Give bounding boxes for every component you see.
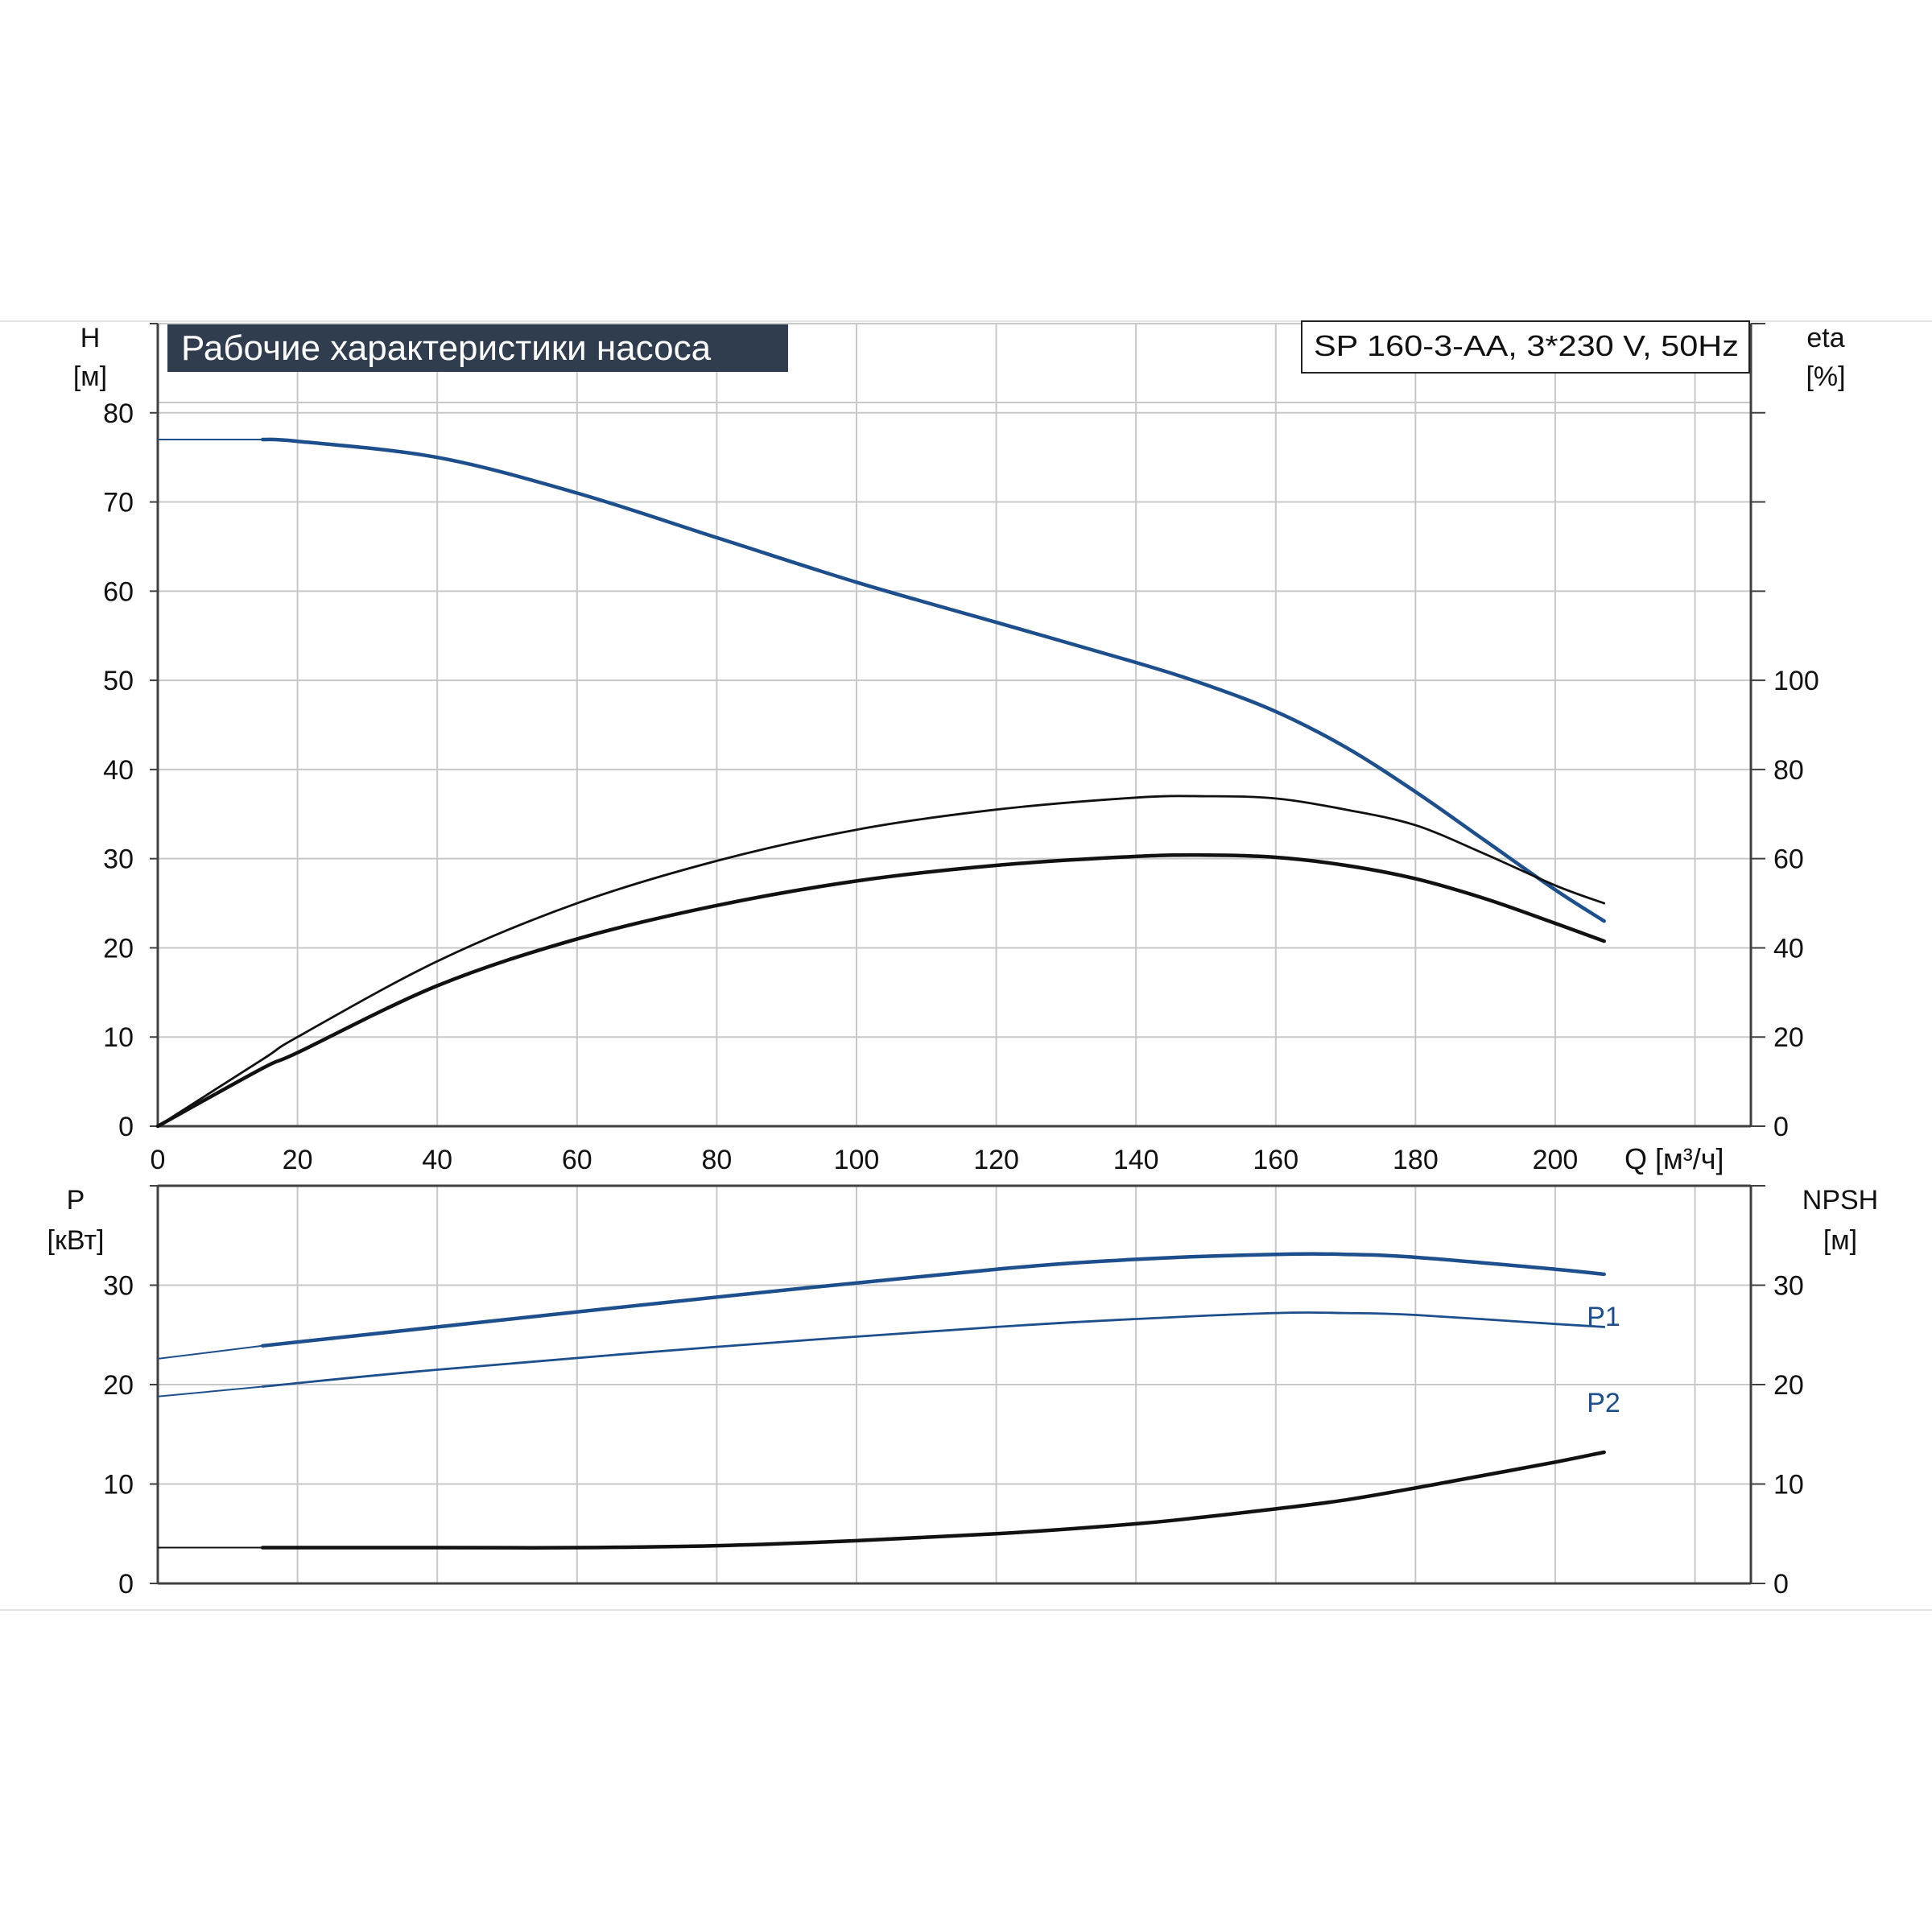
y-left-unit: [кВт] xyxy=(47,1225,105,1256)
top-tick-labels: 0 10 20 30 40 50 60 70 80 0 20 40 60 80 100 0 20 40 60 80 10… xyxy=(103,398,1819,1175)
series-label-p1: P1 xyxy=(1587,1302,1620,1332)
bottom-axes xyxy=(150,1184,1765,1585)
y-left-label: P xyxy=(67,1185,85,1216)
series-p1-extrapolation xyxy=(157,1344,263,1360)
top-axes xyxy=(150,323,1765,1128)
y-left-tick-label: 20 xyxy=(103,1370,134,1401)
y-right-unit: [%] xyxy=(1806,361,1845,392)
y-left-tick-label: 30 xyxy=(103,844,134,875)
y-left-tick-label: 40 xyxy=(103,755,134,786)
series-h-line xyxy=(260,437,1606,923)
y-right-tick-label: 40 xyxy=(1773,933,1804,964)
y-left-tick-label: 10 xyxy=(103,1470,134,1501)
x-tick-label: 120 xyxy=(973,1145,1019,1175)
y-right-tick-label: 60 xyxy=(1773,844,1804,875)
series-p2-extrapolation xyxy=(157,1385,263,1397)
x-axis-label: Q [м³/ч] xyxy=(1624,1142,1724,1175)
y-left-tick-label: 60 xyxy=(103,576,134,607)
head-efficiency-panel: 0 10 20 30 40 50 60 70 80 0 20 40 60 80 100 0 20 40 60 80 10… xyxy=(73,320,1846,1175)
bottom-grid xyxy=(158,1185,1751,1583)
y-left-tick-label: 70 xyxy=(103,488,134,518)
y-right-label: NPSH xyxy=(1802,1185,1878,1216)
y-left-tick-label: 10 xyxy=(103,1022,134,1053)
model-label-box xyxy=(1301,320,1750,374)
y-left-tick-label: 30 xyxy=(103,1271,134,1302)
y-left-unit: [м] xyxy=(73,361,107,392)
x-tick-label: 20 xyxy=(283,1145,313,1175)
series-p2-line xyxy=(261,1311,1606,1388)
chart-title: Рабочие характеристики насоса xyxy=(181,328,712,368)
y-left-tick-label: 20 xyxy=(103,933,134,964)
model-label: SP 160-3-AA, 3*230 V, 50Hz xyxy=(1314,329,1739,362)
y-left-tick-label: 80 xyxy=(103,398,134,429)
x-tick-label: 140 xyxy=(1113,1145,1159,1175)
y-right-tick-label: 20 xyxy=(1773,1022,1804,1053)
series-npsh-line xyxy=(260,1450,1606,1550)
title-box xyxy=(167,324,788,372)
y-left-label: H xyxy=(80,323,101,353)
bottom-series xyxy=(157,1252,1606,1550)
y-right-tick-label: 0 xyxy=(1773,1569,1789,1600)
y-left-tick-label: 0 xyxy=(118,1569,134,1600)
y-right-tick-label: 100 xyxy=(1773,666,1819,696)
series-eta_pump-line xyxy=(156,795,1606,1128)
y-right-tick-label: 10 xyxy=(1773,1470,1804,1501)
y-right-tick-label: 80 xyxy=(1773,755,1804,786)
x-tick-label: 160 xyxy=(1253,1145,1298,1175)
y-right-unit: [м] xyxy=(1823,1225,1857,1256)
bottom-tick-labels: 0 10 20 30 0 10 20 30 xyxy=(103,1271,1804,1600)
x-tick-label: 60 xyxy=(562,1145,592,1175)
x-tick-label: 40 xyxy=(422,1145,452,1175)
top-series xyxy=(155,437,1606,1129)
x-tick-label: 100 xyxy=(834,1145,880,1175)
y-right-label: eta xyxy=(1806,323,1844,353)
x-tick-label: 180 xyxy=(1393,1145,1439,1175)
y-left-tick-label: 0 xyxy=(118,1112,134,1142)
series-eta_total-line xyxy=(155,852,1606,1129)
x-tick-label: 0 xyxy=(151,1145,166,1175)
y-left-tick-label: 50 xyxy=(103,666,134,696)
y-right-tick-label: 30 xyxy=(1773,1271,1804,1302)
x-tick-label: 80 xyxy=(701,1145,732,1175)
x-tick-label: 200 xyxy=(1533,1145,1579,1175)
y-right-tick-label: 0 xyxy=(1773,1112,1789,1142)
power-npsh-panel: 0 10 20 30 0 10 20 30 P [кВт] NPSH [м] P1 P2 xyxy=(47,1184,1878,1600)
y-right-tick-label: 20 xyxy=(1773,1370,1804,1401)
series-p1-line xyxy=(260,1252,1606,1348)
series-label-p2: P2 xyxy=(1587,1388,1620,1418)
